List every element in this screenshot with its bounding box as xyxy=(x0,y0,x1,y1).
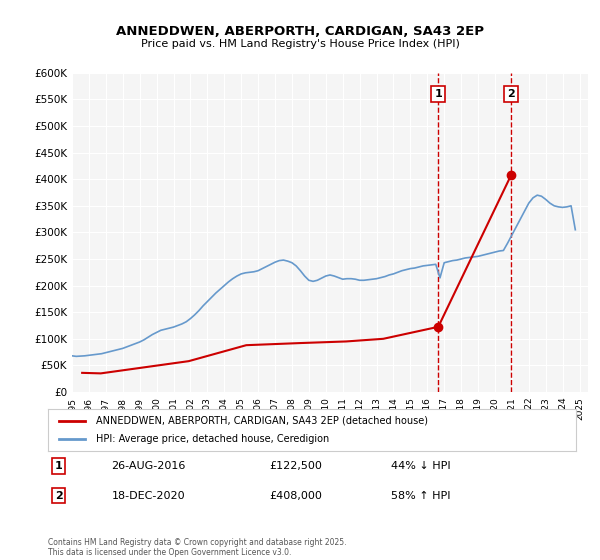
Text: 2: 2 xyxy=(508,89,515,99)
Text: 26-AUG-2016: 26-AUG-2016 xyxy=(112,461,186,471)
Text: £408,000: £408,000 xyxy=(270,491,323,501)
Text: Contains HM Land Registry data © Crown copyright and database right 2025.
This d: Contains HM Land Registry data © Crown c… xyxy=(48,538,347,557)
Text: £122,500: £122,500 xyxy=(270,461,323,471)
Text: ANNEDDWEN, ABERPORTH, CARDIGAN, SA43 2EP: ANNEDDWEN, ABERPORTH, CARDIGAN, SA43 2EP xyxy=(116,25,484,38)
Text: 2: 2 xyxy=(55,491,62,501)
Text: 44% ↓ HPI: 44% ↓ HPI xyxy=(391,461,451,471)
Text: 18-DEC-2020: 18-DEC-2020 xyxy=(112,491,185,501)
Text: 58% ↑ HPI: 58% ↑ HPI xyxy=(391,491,451,501)
Text: ANNEDDWEN, ABERPORTH, CARDIGAN, SA43 2EP (detached house): ANNEDDWEN, ABERPORTH, CARDIGAN, SA43 2EP… xyxy=(95,416,428,426)
Text: Price paid vs. HM Land Registry's House Price Index (HPI): Price paid vs. HM Land Registry's House … xyxy=(140,39,460,49)
Text: 1: 1 xyxy=(55,461,62,471)
Text: 1: 1 xyxy=(434,89,442,99)
Text: HPI: Average price, detached house, Ceredigion: HPI: Average price, detached house, Cere… xyxy=(95,434,329,444)
